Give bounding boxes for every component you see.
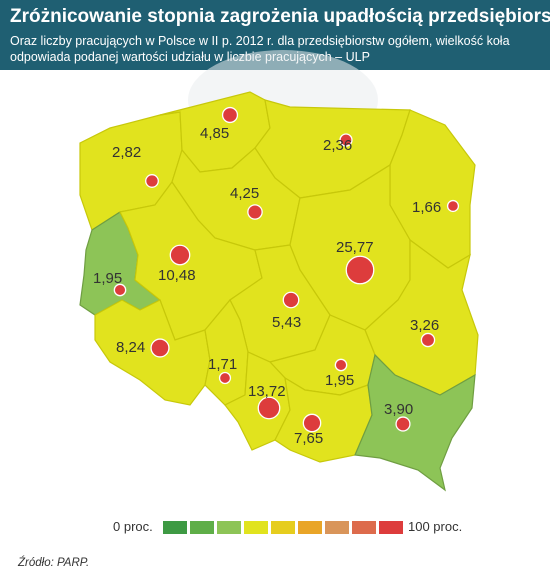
region-slaskie: [224, 351, 291, 451]
region-value-label: 3,90: [384, 401, 413, 418]
legend-swatch: [298, 521, 322, 534]
region-value-label: 5,43: [272, 314, 301, 331]
legend-swatch: [325, 521, 349, 534]
value-labels: 2,82 4,85 2,36 4,25 1,66 1,95 10,48 25,77 5,43 3,…: [93, 125, 441, 447]
value-circle: [150, 338, 170, 358]
value-circle: [395, 416, 411, 432]
value-circle: [420, 332, 436, 348]
chart-title: Zróżnicowanie stopnia zagrożenia upadłoś…: [10, 6, 550, 27]
legend-swatch: [379, 521, 403, 534]
value-circle: [334, 358, 348, 372]
value-circle: [218, 371, 232, 385]
region-value-label: 8,24: [116, 339, 145, 356]
region-value-label: 1,71: [208, 356, 237, 373]
value-circle: [302, 413, 322, 433]
region-value-label: 13,72: [248, 383, 286, 400]
legend-swatch: [190, 521, 214, 534]
value-circle: [113, 283, 127, 297]
region-value-label: 2,82: [112, 144, 141, 161]
value-circle: [169, 244, 191, 266]
voivodeship-regions: [79, 91, 479, 492]
value-circles: [113, 106, 460, 433]
legend-min-label: 0 proc.: [113, 519, 153, 534]
header-bar: Zróżnicowanie stopnia zagrożenia upadłoś…: [0, 0, 550, 70]
region-value-label: 1,95: [93, 270, 122, 287]
legend-swatch: [244, 521, 268, 534]
region-value-label: 4,25: [230, 185, 259, 202]
legend-swatch: [352, 521, 376, 534]
value-circle: [247, 204, 263, 220]
region-value-label: 3,26: [410, 317, 439, 334]
value-circle: [446, 199, 460, 213]
value-circle: [282, 291, 300, 309]
value-circle: [145, 174, 159, 188]
legend-swatch: [163, 521, 187, 534]
source-note: Źródło: PARP.: [18, 557, 90, 569]
region-value-label: 2,36: [323, 137, 352, 154]
value-circle: [345, 255, 375, 285]
region-value-label: 1,95: [325, 372, 354, 389]
legend-max-label: 100 proc.: [408, 519, 463, 534]
region-value-label: 25,77: [336, 239, 374, 256]
region-value-label: 1,66: [412, 199, 441, 216]
legend-swatch: [217, 521, 241, 534]
region-value-label: 7,65: [294, 430, 323, 447]
value-circle: [339, 133, 353, 147]
region-podkarpackie: [354, 353, 476, 492]
legend-swatch: [271, 521, 295, 534]
value-circle: [257, 396, 281, 420]
value-circle: [221, 106, 239, 124]
region-value-label: 10,48: [158, 267, 196, 284]
region-value-label: 4,85: [200, 125, 229, 142]
